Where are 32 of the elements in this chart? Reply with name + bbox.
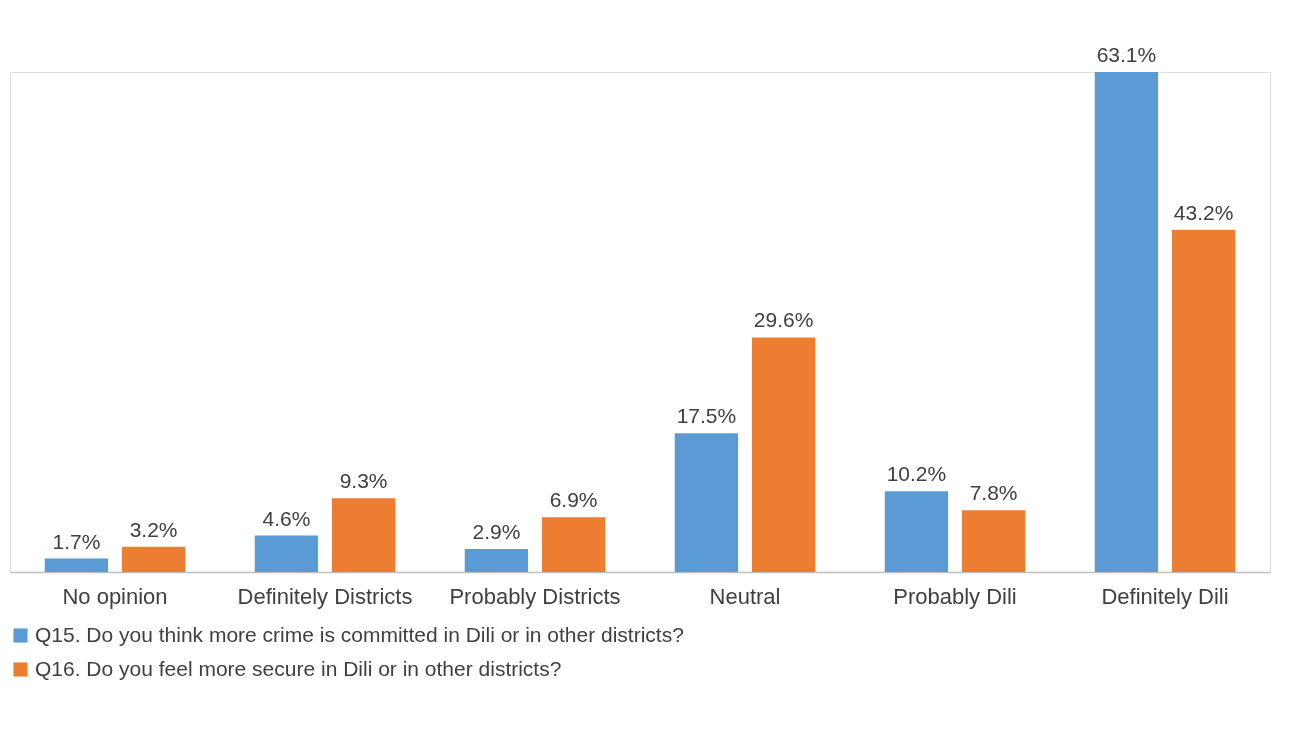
bar — [884, 491, 949, 572]
x-tick-label: Probably Dili — [893, 583, 1017, 609]
bar — [254, 535, 319, 572]
data-label: 3.2% — [129, 517, 178, 541]
x-tick-label: Probably Districts — [449, 583, 621, 609]
bar — [751, 337, 816, 572]
x-tick-label: Definitely Dili — [1101, 583, 1229, 609]
data-label: 7.8% — [969, 481, 1018, 505]
bar — [541, 517, 606, 572]
bar — [674, 433, 739, 572]
data-label: 29.6% — [753, 308, 814, 332]
data-label: 1.7% — [52, 529, 101, 553]
legend-label: Q16. Do you feel more secure in Dili or in other districts? — [35, 656, 562, 680]
data-label: 63.1% — [1096, 43, 1157, 66]
bar — [121, 546, 186, 572]
bar — [1171, 229, 1236, 572]
bar — [464, 549, 529, 572]
bar — [1094, 72, 1159, 572]
data-label: 2.9% — [472, 520, 521, 544]
data-label: 9.3% — [339, 469, 388, 493]
data-label: 6.9% — [549, 488, 598, 512]
x-tick-label: No opinion — [62, 583, 168, 609]
bar — [44, 558, 109, 572]
x-tick-label: Neutral — [709, 583, 781, 609]
legend-label: Q15. Do you think more crime is committed in Dili or in other districts? — [35, 622, 684, 646]
data-label: 10.2% — [886, 462, 947, 486]
data-label: 43.2% — [1173, 200, 1234, 224]
bar — [331, 498, 396, 572]
x-tick-label: Definitely Districts — [237, 583, 413, 609]
data-label: 4.6% — [262, 506, 311, 530]
bar — [961, 510, 1026, 572]
data-label: 17.5% — [676, 404, 737, 428]
